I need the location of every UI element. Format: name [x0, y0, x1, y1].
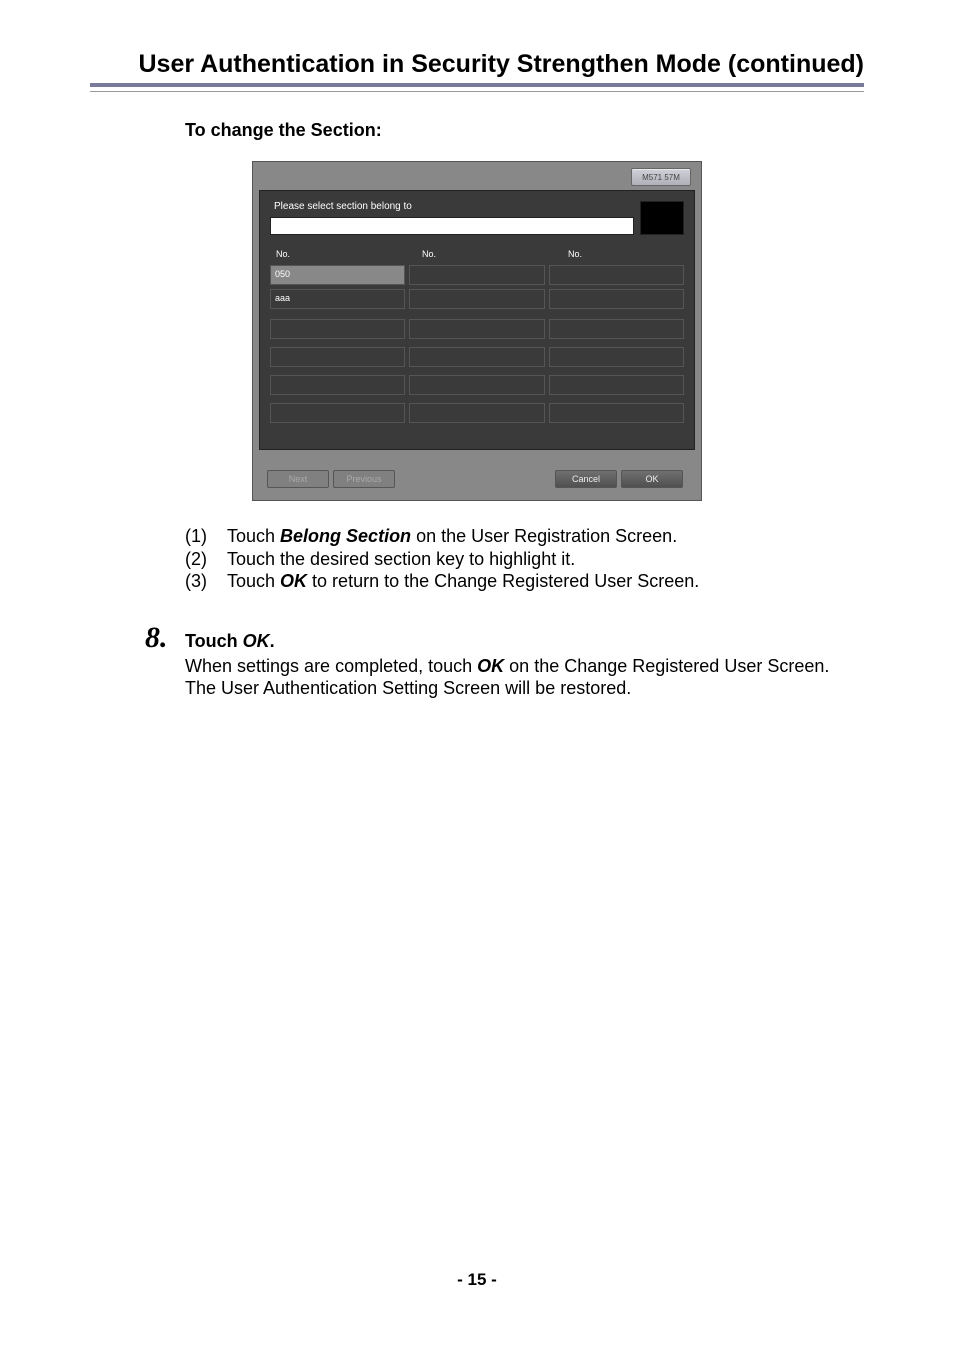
emphasis: OK — [243, 631, 270, 651]
screenshot-container: M571 57M Please select section belong to… — [90, 161, 864, 501]
text: Touch — [185, 631, 243, 651]
section-key-empty[interactable] — [549, 265, 684, 285]
text: Touch — [227, 571, 280, 591]
instruction-text: Touch Belong Section on the User Registr… — [227, 525, 677, 548]
section-row: 050 — [270, 265, 684, 285]
instruction-list: (1) Touch Belong Section on the User Reg… — [185, 525, 834, 593]
col-header-1: No. — [276, 249, 290, 259]
preview-box — [640, 201, 684, 235]
dialog-prompt: Please select section belong to — [274, 201, 412, 212]
header-underline — [90, 91, 864, 92]
text: The User Authentication Setting Screen w… — [185, 678, 631, 698]
text: When settings are completed, touch — [185, 656, 477, 676]
previous-button[interactable]: Previous — [333, 470, 395, 488]
selected-section-field — [270, 217, 634, 235]
section-key-empty[interactable] — [409, 289, 544, 309]
section-key-empty[interactable] — [549, 347, 684, 367]
ok-button[interactable]: OK — [621, 470, 683, 488]
section-key-empty[interactable] — [409, 319, 544, 339]
step-heading-row: 8. Touch OK. — [145, 623, 834, 653]
section-subtitle: To change the Section: — [185, 120, 864, 141]
instruction-item: (3) Touch OK to return to the Change Reg… — [185, 570, 834, 593]
dialog-bottom-bar: Next Previous Cancel OK — [267, 470, 687, 488]
section-key-empty[interactable] — [549, 319, 684, 339]
section-key-empty[interactable] — [409, 347, 544, 367]
instruction-number: (1) — [185, 525, 227, 548]
col-header-2: No. — [422, 249, 436, 259]
memory-indicator: M571 57M — [631, 168, 691, 186]
section-key[interactable]: aaa — [270, 289, 405, 309]
text: to return to the Change Registered User … — [307, 571, 699, 591]
section-key[interactable]: 050 — [270, 265, 405, 285]
emphasis: Belong Section — [280, 526, 411, 546]
emphasis: OK — [477, 656, 504, 676]
section-key-empty[interactable] — [270, 375, 405, 395]
section-key-empty[interactable] — [549, 289, 684, 309]
dialog-panel: Please select section belong to No. No. … — [259, 190, 695, 450]
instruction-text: Touch OK to return to the Change Registe… — [227, 570, 699, 593]
text: on the Change Registered User Screen. — [504, 656, 829, 676]
text: Touch the desired section key to highlig… — [227, 549, 575, 569]
page-title: User Authentication in Security Strength… — [90, 50, 864, 83]
step-number: 8. — [145, 623, 185, 653]
section-key-empty[interactable] — [409, 265, 544, 285]
section-row — [270, 375, 684, 395]
section-key-empty[interactable] — [409, 375, 544, 395]
section-row — [270, 319, 684, 339]
step-title: Touch OK. — [185, 623, 275, 652]
text: on the User Registration Screen. — [411, 526, 677, 546]
section-key-empty[interactable] — [549, 375, 684, 395]
page-number: - 15 - — [0, 1270, 954, 1290]
section-key-empty[interactable] — [270, 347, 405, 367]
instruction-text: Touch the desired section key to highlig… — [227, 548, 575, 571]
section-key-empty[interactable] — [549, 403, 684, 423]
section-key-empty[interactable] — [409, 403, 544, 423]
section-row — [270, 403, 684, 423]
step-body: When settings are completed, touch OK on… — [185, 655, 834, 700]
section-select-dialog: M571 57M Please select section belong to… — [252, 161, 702, 501]
cancel-button[interactable]: Cancel — [555, 470, 617, 488]
instruction-number: (3) — [185, 570, 227, 593]
emphasis: OK — [280, 571, 307, 591]
next-button[interactable]: Next — [267, 470, 329, 488]
instruction-item: (1) Touch Belong Section on the User Reg… — [185, 525, 834, 548]
instruction-item: (2) Touch the desired section key to hig… — [185, 548, 834, 571]
section-key-empty[interactable] — [270, 403, 405, 423]
section-key-empty[interactable] — [270, 319, 405, 339]
col-header-3: No. — [568, 249, 582, 259]
instruction-number: (2) — [185, 548, 227, 571]
section-row — [270, 347, 684, 367]
text: . — [270, 631, 275, 651]
text: Touch — [227, 526, 280, 546]
page-container: User Authentication in Security Strength… — [0, 0, 954, 700]
section-row: aaa — [270, 289, 684, 309]
header-rule: User Authentication in Security Strength… — [90, 50, 864, 87]
